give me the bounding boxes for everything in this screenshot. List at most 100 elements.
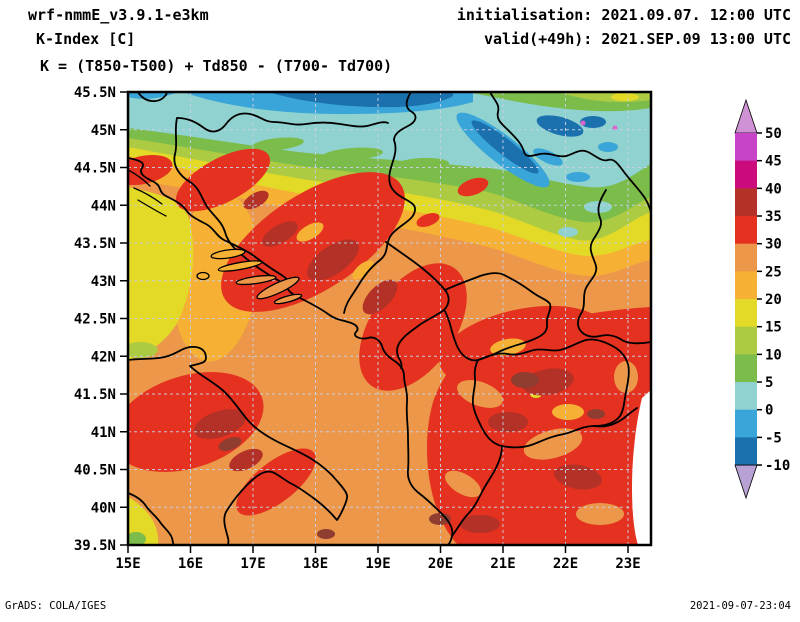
field-darkred-cores-part [229, 448, 263, 472]
field-red-regions-part [613, 312, 651, 362]
map-borders [128, 92, 651, 545]
map-panel [126, 90, 653, 547]
field-darkred-cores-part [317, 529, 335, 539]
lat-tick-label: 43N [91, 274, 116, 290]
map-borders-part [128, 492, 175, 545]
map-borders-part [576, 189, 651, 345]
lon-tick-label: 19E [365, 556, 390, 572]
lon-tick-label: 16E [178, 556, 203, 572]
lat-tick-label: 40.5N [74, 463, 116, 479]
colorbar-tick-label: 30 [765, 237, 782, 253]
colorbar-tick-label: 25 [765, 264, 782, 280]
field-darkred-cores-part [218, 437, 242, 451]
model-title: wrf-nmmE_v3.9.1-e3km [28, 6, 209, 24]
colorbar-segment [735, 188, 757, 217]
field-darkred-cores-part [262, 221, 298, 247]
kindex-field-part [128, 532, 146, 545]
lat-axis: 45.5N 45N 44.5N 44N 43.5N 43N 42.5N 42N 41.5N 41N… [74, 85, 128, 554]
field-orange-patches-part [296, 222, 324, 242]
map-borders-part [443, 272, 552, 362]
colorbar-segment [735, 326, 757, 355]
lon-tick-label: 17E [240, 556, 265, 572]
lat-tick-label: 44.5N [74, 161, 116, 177]
map-borders-part [393, 92, 417, 141]
product-title: K-Index [C] [36, 30, 135, 48]
adriatic-islands-part [133, 187, 163, 205]
field-darkred-cores-part [511, 372, 539, 388]
adriatic-islands-part [137, 199, 167, 217]
field-darkred-cores-part [307, 239, 359, 281]
lat-tick-label: 42.5N [74, 312, 116, 328]
colorbar-segment [735, 271, 757, 300]
valid-line: valid(+49h): 2021.SEP.09 13:00 UTC [484, 30, 791, 48]
kindex-field-part [598, 142, 618, 152]
grads-credit: GrADS: COLA/IGES [5, 600, 106, 612]
colorbar-tick-label: -5 [765, 430, 782, 446]
field-red-regions-part [236, 448, 316, 516]
render-timestamp: 2021-09-07-23:04 [690, 600, 791, 612]
header: wrf-nmmE_v3.9.1-e3km K-Index [C] K = (T8… [28, 6, 791, 75]
kindex-field-part [128, 187, 194, 360]
colorbar-tick-label: -10 [765, 458, 790, 474]
field-darkred-cores-part [460, 515, 500, 533]
colorbar-segment [735, 382, 757, 411]
map-borders-part [385, 241, 450, 369]
map-borders-part [128, 157, 454, 545]
colorbar-segment [735, 243, 757, 272]
adriatic-islands-part [256, 276, 300, 300]
colorbar-segment [735, 437, 757, 466]
field-orange-patches-part [444, 470, 482, 498]
colorbar-tick-label: 50 [765, 126, 782, 142]
kindex-field-part [536, 115, 584, 137]
map-borders-part [451, 445, 503, 537]
map-borders-part [173, 117, 289, 287]
field-orange-patches-part [576, 503, 624, 525]
colorbar-tick-label: 20 [765, 292, 782, 308]
field-darkred-cores-part [488, 412, 528, 432]
lon-axis: 15E 16E 17E 18E 19E 20E 21E 22E 23E [115, 545, 641, 572]
colorbar-tick-label: 5 [765, 375, 773, 391]
formula-line: K = (T850-T500) + Td850 - (T700- Td700) [40, 57, 392, 75]
map-borders-part [593, 407, 638, 428]
field-orange-patches-part [352, 260, 374, 280]
lat-tick-label: 45.5N [74, 85, 116, 101]
field-red-regions-part [416, 213, 440, 227]
kindex-field [128, 92, 651, 545]
adriatic-islands-part [217, 260, 263, 272]
kindex-field-part [471, 120, 539, 174]
kindex-field-part [558, 227, 578, 237]
map-borders-part [471, 338, 630, 449]
field-darkred-cores-part [362, 279, 398, 315]
lat-tick-label: 40N [91, 500, 116, 516]
lat-tick-label: 43.5N [74, 236, 116, 252]
lon-tick-label: 23E [615, 556, 640, 572]
colorbar-segment [735, 216, 757, 245]
field-darkred-cores [194, 190, 605, 539]
kindex-field-part [128, 342, 158, 358]
kindex-field-part [580, 116, 606, 128]
colorbar-tick-label: 45 [765, 154, 782, 170]
colorbar-tick-label: 35 [765, 209, 782, 225]
lat-tick-label: 44N [91, 198, 116, 214]
colorbar-segment [735, 299, 757, 328]
map-borders-part [489, 92, 651, 213]
lat-tick-label: 41.5N [74, 387, 116, 403]
footer: GrADS: COLA/IGES 2021-09-07-23:04 [5, 600, 791, 612]
colorbar-tick-label: 40 [765, 181, 782, 197]
colorbar-segment [735, 160, 757, 189]
adriatic-islands-part [235, 274, 277, 286]
lon-tick-label: 20E [428, 556, 453, 572]
adriatic-islands-part [196, 271, 210, 281]
kindex-field-part [173, 192, 259, 362]
kindex-field-part [533, 148, 563, 166]
map-borders-part [176, 112, 389, 133]
map-borders-part [343, 139, 416, 314]
field-red-regions-part [175, 148, 271, 212]
colorbar-tick-label: 10 [765, 347, 782, 363]
field-orange-patches-part [457, 380, 503, 408]
colorbar-arrow-down [734, 464, 758, 500]
field-darkred-cores-part [554, 464, 602, 490]
kindex-field-part [580, 120, 586, 126]
